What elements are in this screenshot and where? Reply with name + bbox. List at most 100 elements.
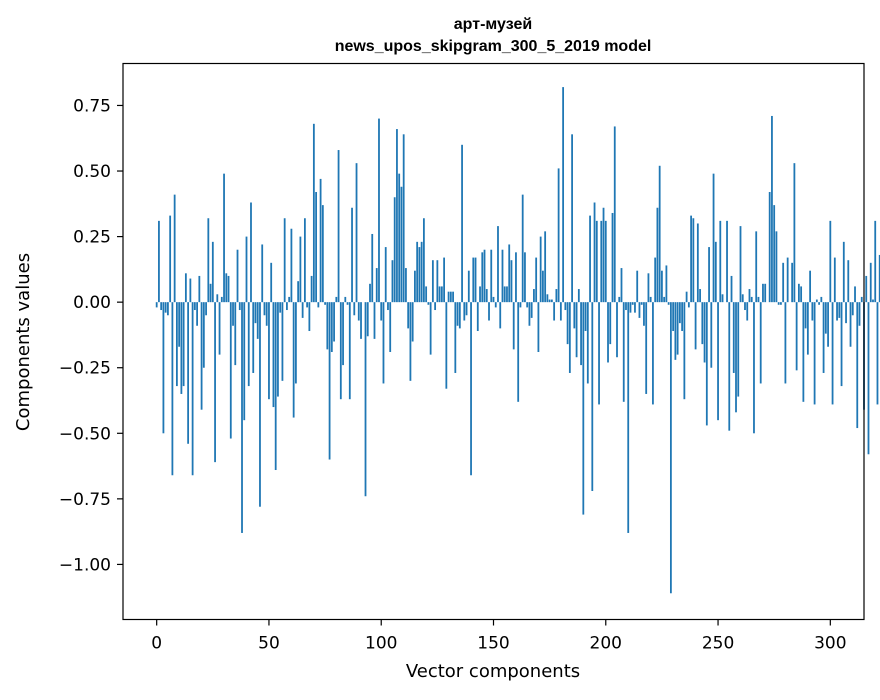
bar-292 — [811, 302, 813, 320]
bar-61 — [293, 302, 295, 417]
y-axis-ticks: −1.00−0.75−0.50−0.250.000.250.500.75 — [59, 96, 123, 575]
bar-195 — [594, 203, 596, 303]
bar-296 — [820, 297, 822, 302]
bar-101 — [383, 302, 385, 383]
x-tick-label-200: 200 — [590, 634, 622, 654]
bar-221 — [652, 302, 654, 404]
bar-114 — [412, 302, 414, 341]
bar-145 — [481, 252, 483, 302]
bar-264 — [749, 289, 751, 302]
bar-79 — [333, 302, 335, 341]
bar-158 — [511, 260, 513, 302]
bar-310 — [852, 302, 854, 315]
bar-176 — [551, 300, 553, 303]
bar-66 — [304, 218, 306, 302]
bar-115 — [414, 271, 416, 302]
bar-278 — [780, 302, 782, 305]
x-tick-label-100: 100 — [365, 634, 397, 654]
bar-230 — [672, 302, 674, 331]
bar-192 — [587, 302, 589, 383]
bar-16 — [192, 302, 194, 475]
bar-116 — [416, 242, 418, 302]
bar-200 — [605, 221, 607, 302]
bar-40 — [246, 237, 248, 303]
bar-265 — [751, 297, 753, 302]
bar-22 — [205, 302, 207, 315]
bar-303 — [836, 302, 838, 320]
bar-99 — [378, 119, 380, 303]
bar-235 — [683, 302, 685, 399]
bar-233 — [679, 302, 681, 323]
bar-244 — [704, 302, 706, 362]
bar-257 — [733, 302, 735, 373]
bar-224 — [659, 166, 661, 302]
bar-96 — [371, 234, 373, 302]
bar-38 — [241, 302, 243, 533]
bar-95 — [369, 284, 371, 302]
bar-246 — [708, 247, 710, 302]
bar-136 — [461, 145, 463, 302]
bar-24 — [210, 284, 212, 302]
bar-294 — [816, 300, 818, 303]
bar-120 — [425, 286, 427, 302]
bar-83 — [342, 302, 344, 365]
bar-110 — [403, 134, 405, 302]
bar-245 — [706, 302, 708, 425]
y-tick-label-1: −0.75 — [59, 490, 111, 510]
bar-302 — [834, 258, 836, 303]
bar-106 — [394, 197, 396, 302]
bar-10 — [178, 302, 180, 347]
bar-247 — [710, 302, 712, 368]
bar-255 — [728, 302, 730, 431]
plot-frame — [123, 64, 864, 620]
y-axis-label: Components values — [13, 253, 34, 431]
bar-227 — [666, 265, 668, 302]
bar-7 — [172, 302, 174, 475]
bar-151 — [495, 302, 497, 307]
bar-82 — [340, 302, 342, 399]
bar-97 — [374, 302, 376, 339]
bar-262 — [744, 302, 746, 310]
bar-118 — [421, 242, 423, 302]
bar-98 — [376, 268, 378, 302]
bar-277 — [778, 302, 780, 305]
bar-49 — [266, 302, 268, 326]
y-tick-label-5: 0.25 — [73, 228, 111, 248]
bar-46 — [259, 302, 261, 507]
bar-4 — [165, 302, 167, 312]
bar-317 — [868, 302, 870, 454]
bar-280 — [785, 302, 787, 383]
bar-248 — [713, 174, 715, 303]
bar-306 — [843, 242, 845, 302]
bar-27 — [216, 294, 218, 302]
bar-129 — [445, 302, 447, 389]
bar-190 — [582, 302, 584, 514]
bar-203 — [612, 213, 614, 302]
bar-84 — [344, 297, 346, 302]
bar-283 — [791, 263, 793, 302]
bar-137 — [463, 302, 465, 320]
bar-295 — [818, 302, 820, 305]
bar-213 — [634, 302, 636, 312]
x-tick-label-0: 0 — [151, 634, 162, 654]
bar-197 — [598, 302, 600, 404]
bar-267 — [755, 231, 757, 302]
bar-207 — [621, 268, 623, 302]
bar-300 — [829, 221, 831, 302]
bar-54 — [277, 302, 279, 396]
bar-144 — [479, 286, 481, 302]
bar-70 — [313, 124, 315, 302]
bar-112 — [407, 302, 409, 328]
bar-201 — [607, 302, 609, 362]
bar-234 — [681, 302, 683, 331]
bar-89 — [356, 163, 358, 302]
bar-113 — [410, 302, 412, 381]
bar-256 — [731, 276, 733, 302]
bar-316 — [865, 276, 867, 302]
bar-64 — [299, 237, 301, 303]
bar-93 — [365, 302, 367, 496]
bar-123 — [432, 260, 434, 302]
bar-161 — [517, 302, 519, 402]
y-tick-label-6: 0.50 — [73, 162, 111, 182]
bar-210 — [627, 302, 629, 533]
